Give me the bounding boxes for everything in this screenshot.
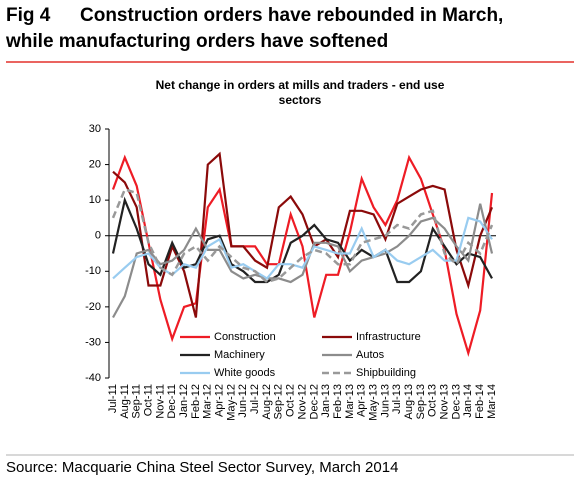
y-tick-label: 30 — [89, 123, 101, 135]
title-line: Construction orders have rebounded in Ma… — [80, 5, 503, 26]
x-tick-label: May-12 — [225, 384, 237, 421]
x-tick-label: Jan-12 — [178, 384, 190, 418]
y-tick-label: -20 — [85, 301, 101, 313]
x-tick-label: Aug-12 — [261, 384, 273, 419]
x-tick-label: Oct-13 — [427, 384, 439, 417]
series-line — [111, 196, 493, 284]
chart-title: Net change in orders at mills and trader… — [156, 78, 445, 92]
x-tick-label: May-13 — [367, 384, 379, 421]
series-line — [112, 216, 493, 280]
legend-label: Autos — [356, 349, 385, 361]
x-tick-label: Dec-13 — [450, 384, 462, 419]
x-tick-label: Nov-13 — [439, 384, 451, 419]
y-tick-label: 0 — [95, 230, 101, 242]
legend-label: Construction — [214, 331, 276, 343]
x-tick-label: Oct-12 — [285, 384, 297, 417]
title-line: while manufacturing orders have softened — [5, 31, 388, 52]
series-line — [112, 151, 494, 318]
x-tick-label: Apr-12 — [214, 384, 226, 417]
x-tick-label: Nov-12 — [296, 384, 308, 419]
series-line — [111, 154, 494, 358]
x-tick-label: Mar-13 — [344, 384, 356, 419]
series-line — [112, 203, 494, 319]
x-tick-label: Jul-11 — [107, 384, 119, 413]
figure-label: Fig 4 — [6, 5, 51, 26]
x-tick-label: Feb-14 — [474, 384, 486, 419]
legend-label: Shipbuilding — [356, 367, 416, 379]
y-tick-label: 20 — [89, 158, 101, 170]
y-tick-label: 10 — [89, 194, 101, 206]
x-tick-label: Jan-14 — [462, 384, 474, 418]
chart-title: sectors — [279, 93, 322, 107]
y-tick-label: -40 — [85, 372, 101, 384]
x-tick-label: Aug-11 — [119, 384, 131, 419]
legend-label: Machinery — [214, 349, 265, 361]
y-tick-label: -30 — [85, 336, 101, 348]
x-tick-label: Jun-13 — [379, 384, 391, 418]
x-tick-label: Sep-12 — [273, 384, 285, 419]
x-tick-label: Jul-13 — [391, 384, 403, 414]
x-tick-label: Apr-13 — [356, 384, 368, 417]
x-tick-label: Nov-11 — [154, 384, 166, 419]
series-line — [111, 187, 494, 284]
x-tick-label: Jul-12 — [249, 384, 261, 414]
x-tick-label: Jan-13 — [320, 384, 332, 418]
legend-label: White goods — [214, 367, 276, 379]
source: Source: Macquarie China Steel Sector Sur… — [6, 459, 398, 476]
x-tick-label: Aug-13 — [403, 384, 415, 419]
x-tick-label: Oct-11 — [142, 384, 154, 416]
x-tick-label: Sep-13 — [415, 384, 427, 419]
legend-label: Infrastructure — [356, 331, 421, 343]
x-tick-label: Sep-11 — [131, 384, 143, 419]
x-tick-label: Mar-12 — [202, 384, 214, 419]
x-tick-label: Mar-14 — [486, 384, 498, 419]
x-tick-label: Jun-12 — [237, 384, 249, 418]
x-tick-label: Feb-12 — [190, 384, 202, 419]
y-tick-label: -10 — [85, 265, 101, 277]
x-tick-label: Dec-12 — [308, 384, 320, 419]
x-tick-label: Dec-11 — [166, 384, 178, 419]
x-tick-label: Feb-13 — [332, 384, 344, 419]
